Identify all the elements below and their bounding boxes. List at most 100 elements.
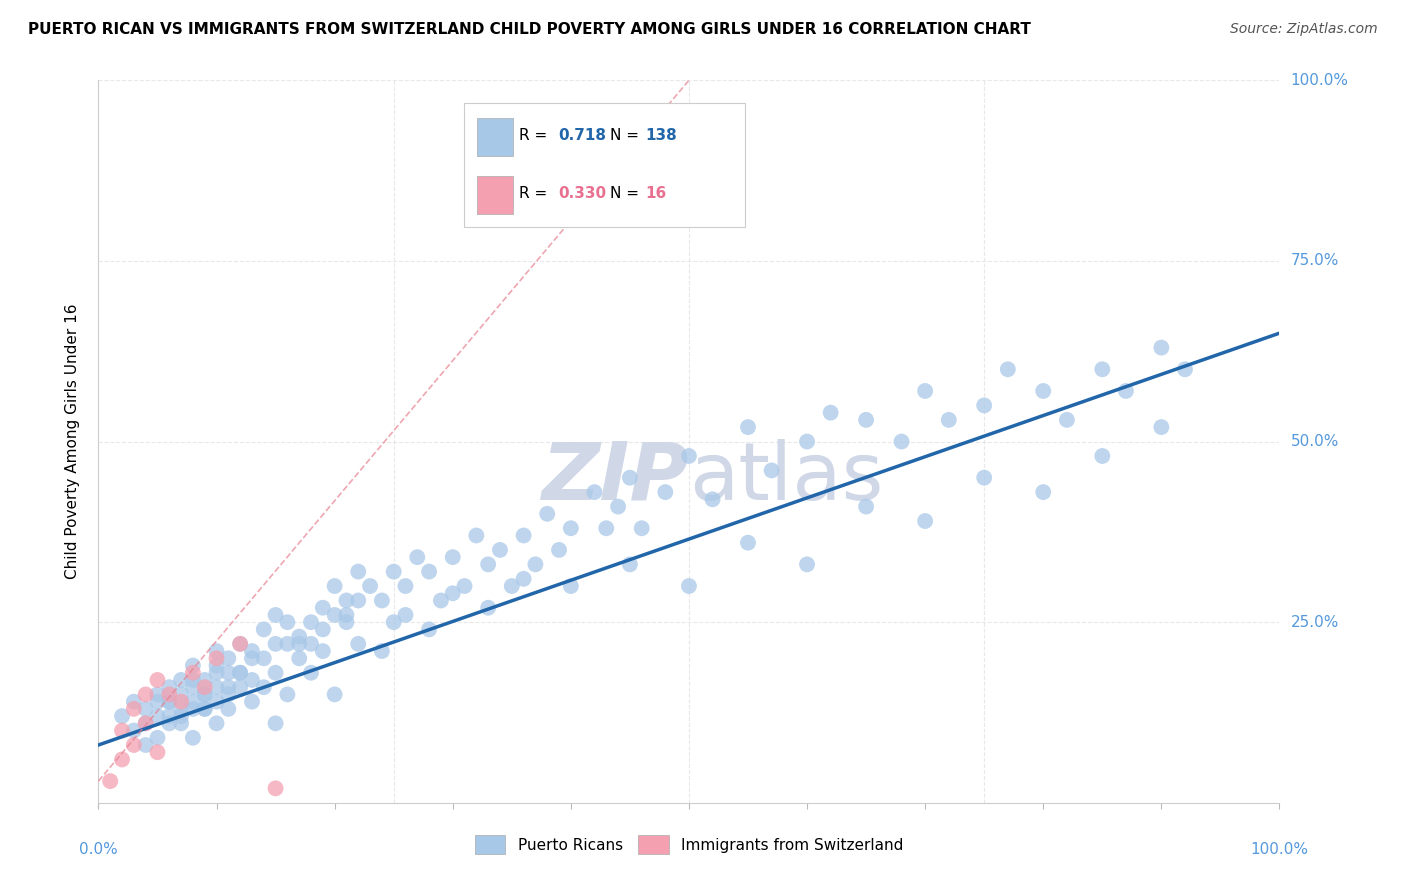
Point [111, 752, 134, 766]
Point [229, 637, 252, 651]
Point [146, 709, 169, 723]
Point [229, 665, 252, 680]
Point [359, 579, 381, 593]
Point [264, 781, 287, 796]
Point [229, 637, 252, 651]
Point [146, 745, 169, 759]
Point [890, 434, 912, 449]
Point [157, 680, 180, 694]
Point [253, 651, 276, 665]
Point [98, 774, 121, 789]
Point [135, 716, 157, 731]
Point [973, 398, 995, 412]
Point [170, 709, 193, 723]
Point [205, 716, 228, 731]
Text: N =: N = [610, 186, 644, 201]
Point [607, 500, 630, 514]
Point [630, 521, 652, 535]
Point [453, 579, 475, 593]
Point [1091, 362, 1114, 376]
Point [820, 406, 842, 420]
Point [323, 607, 346, 622]
Point [796, 434, 818, 449]
Text: 100.0%: 100.0% [1250, 842, 1309, 856]
Text: ZIP: ZIP [541, 439, 689, 516]
Legend: Puerto Ricans, Immigrants from Switzerland: Puerto Ricans, Immigrants from Switzerla… [468, 830, 910, 860]
Point [997, 362, 1019, 376]
Point [1091, 449, 1114, 463]
Text: 16: 16 [645, 186, 666, 201]
Point [276, 615, 298, 630]
Point [761, 463, 783, 477]
Point [1056, 413, 1078, 427]
Point [406, 550, 429, 565]
Point [276, 637, 298, 651]
Point [312, 623, 335, 637]
Point [194, 680, 217, 694]
Point [678, 449, 700, 463]
Point [240, 644, 263, 658]
Point [737, 535, 759, 549]
Point [1150, 420, 1173, 434]
Point [111, 709, 134, 723]
Point [501, 579, 523, 593]
Point [170, 695, 193, 709]
Point [181, 665, 204, 680]
Point [288, 630, 311, 644]
Point [619, 558, 641, 572]
Point [441, 550, 464, 565]
Point [135, 687, 157, 701]
Point [170, 673, 193, 687]
Point [548, 542, 571, 557]
Point [560, 521, 582, 535]
Point [418, 623, 440, 637]
Point [253, 680, 276, 694]
Point [135, 738, 157, 752]
Point [170, 702, 193, 716]
Point [465, 528, 488, 542]
Point [1115, 384, 1137, 398]
Point [122, 723, 145, 738]
Point [619, 470, 641, 484]
Text: 100.0%: 100.0% [1291, 73, 1348, 87]
Text: 0.718: 0.718 [558, 128, 606, 143]
Point [217, 665, 239, 680]
Point [157, 687, 180, 701]
Point [217, 680, 239, 694]
Point [229, 665, 252, 680]
Point [524, 558, 547, 572]
Point [240, 695, 263, 709]
Point [288, 651, 311, 665]
Point [418, 565, 440, 579]
Point [347, 565, 370, 579]
Point [205, 665, 228, 680]
Point [276, 687, 298, 701]
Point [371, 593, 394, 607]
Point [157, 695, 180, 709]
Point [371, 644, 394, 658]
Point [595, 521, 617, 535]
Point [122, 702, 145, 716]
Point [253, 623, 276, 637]
Point [347, 593, 370, 607]
Text: R =: R = [519, 128, 553, 143]
Point [382, 615, 405, 630]
Point [146, 673, 169, 687]
Point [170, 687, 193, 701]
Point [240, 651, 263, 665]
Point [264, 716, 287, 731]
Point [914, 514, 936, 528]
Point [382, 565, 405, 579]
Text: Source: ZipAtlas.com: Source: ZipAtlas.com [1230, 22, 1378, 37]
Point [1150, 341, 1173, 355]
Point [157, 716, 180, 731]
Point [477, 600, 499, 615]
Point [194, 673, 217, 687]
Point [122, 695, 145, 709]
Point [205, 651, 228, 665]
Point [678, 579, 700, 593]
Point [335, 593, 357, 607]
Text: atlas: atlas [689, 439, 883, 516]
Point [205, 680, 228, 694]
Point [737, 420, 759, 434]
